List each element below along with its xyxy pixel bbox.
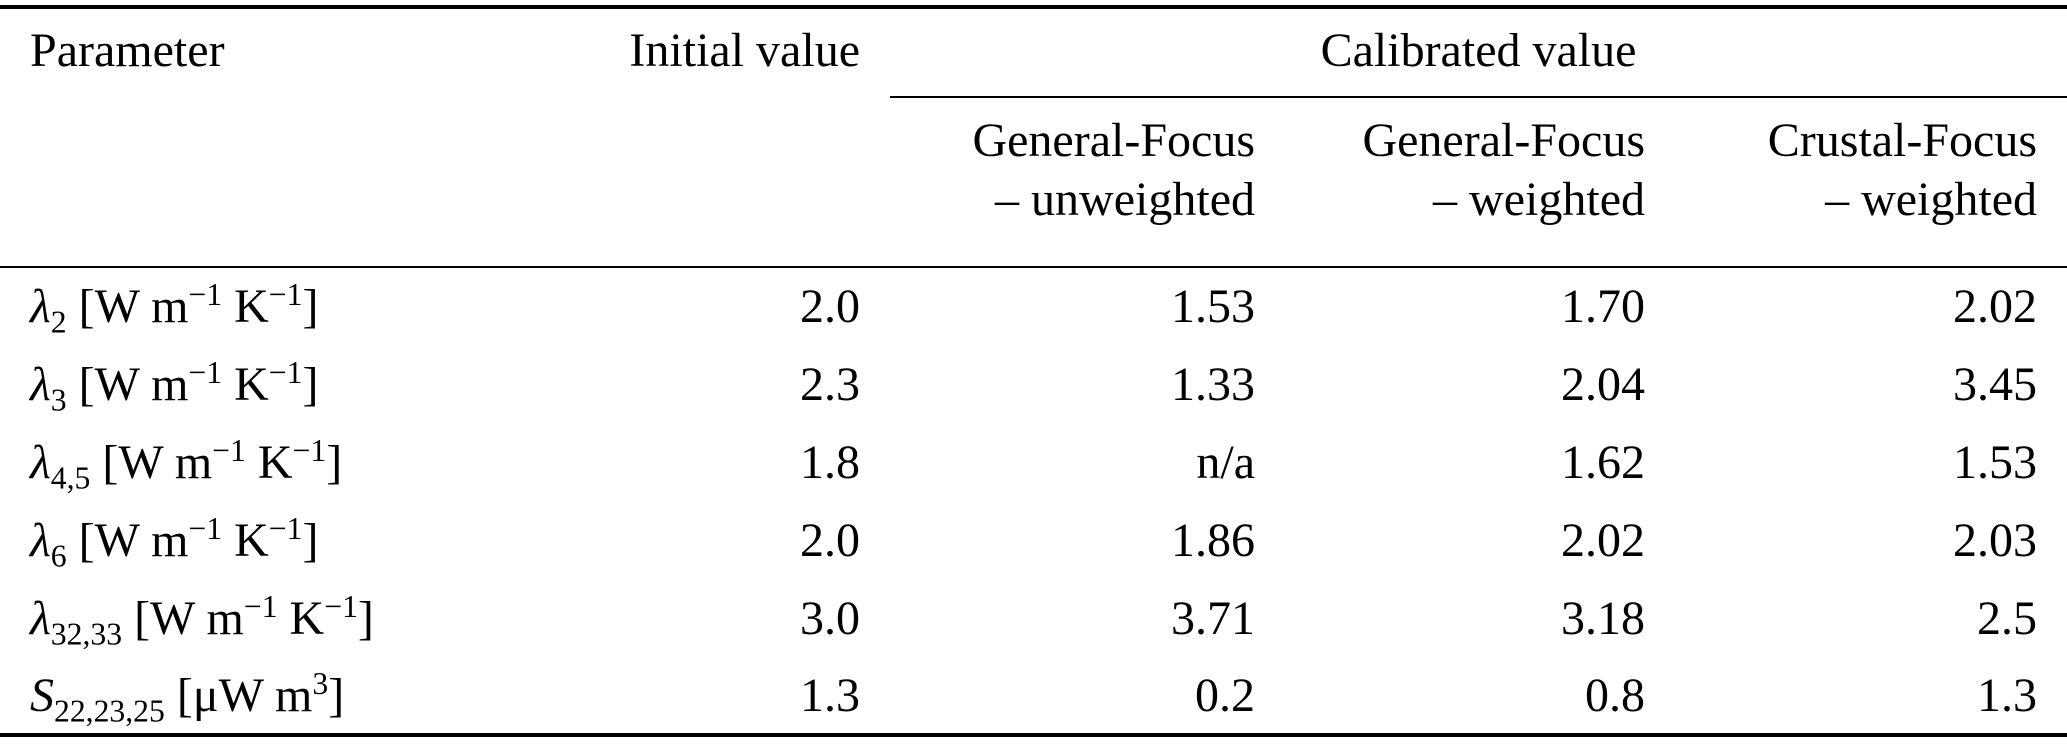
header-row-top: Parameter Initial value Calibrated value xyxy=(0,7,2067,98)
parameter-cell: λ2 [W m−1 K−1] xyxy=(30,277,319,340)
subcol-name-line: General-Focus xyxy=(1362,114,1645,167)
parameter-cell: λ4,5 [W m−1 K−1] xyxy=(30,432,343,496)
table-row: λ6 [W m−1 K−1] 2.0 1.86 2.02 2.03 xyxy=(0,501,2067,579)
crustal-weighted-cell: 2.5 xyxy=(1977,591,2038,645)
subcol-variant-line: – unweighted xyxy=(995,172,1255,226)
subcol-header-general-unweighted: General-Focus – unweighted xyxy=(890,97,1285,268)
subcol-variant-line: – weighted xyxy=(1825,172,2038,226)
general-weighted-cell: 0.8 xyxy=(1585,668,1645,722)
header-row-subcolumns: General-Focus – unweighted General-Focus… xyxy=(0,97,2067,268)
table-row: S22,23,25 [μW m3] 1.3 0.2 0.8 1.3 xyxy=(0,657,2067,735)
empty-header-cell xyxy=(470,97,890,268)
general-weighted-cell: 2.04 xyxy=(1561,357,1645,411)
col-header-parameter: Parameter xyxy=(30,24,225,77)
general-unweighted-cell: 0.2 xyxy=(1195,668,1255,722)
initial-value-cell: 3.0 xyxy=(800,591,860,645)
initial-value-cell: 2.3 xyxy=(800,357,860,411)
table-row: λ3 [W m−1 K−1] 2.3 1.33 2.04 3.45 xyxy=(0,345,2067,423)
initial-value-cell: 2.0 xyxy=(800,513,860,567)
col-header-initial-value: Initial value xyxy=(629,24,860,77)
subcol-name-line: Crustal-Focus xyxy=(1767,114,2038,167)
table-row: λ2 [W m−1 K−1] 2.0 1.53 1.70 2.02 xyxy=(0,267,2067,345)
crustal-weighted-cell: 2.03 xyxy=(1953,513,2038,567)
subcol-header-general-weighted: General-Focus – weighted xyxy=(1285,97,1675,268)
parameter-cell: S22,23,25 [μW m3] xyxy=(30,665,345,729)
general-unweighted-cell: 1.86 xyxy=(1171,513,1255,567)
general-weighted-cell: 3.18 xyxy=(1561,591,1645,645)
parameter-cell: λ32,33 [W m−1 K−1] xyxy=(30,588,374,652)
table-row: λ32,33 [W m−1 K−1] 3.0 3.71 3.18 2.5 xyxy=(0,579,2067,657)
general-unweighted-cell: n/a xyxy=(1196,435,1255,489)
crustal-weighted-cell: 1.53 xyxy=(1953,435,2038,489)
initial-value-cell: 2.0 xyxy=(800,280,860,333)
empty-header-cell xyxy=(0,97,470,268)
crustal-weighted-cell: 1.3 xyxy=(1977,668,2038,722)
general-weighted-cell: 1.62 xyxy=(1561,435,1645,489)
crustal-weighted-cell: 2.02 xyxy=(1953,280,2038,333)
subcol-header-crustal-weighted: Crustal-Focus – weighted xyxy=(1675,97,2067,268)
general-weighted-cell: 1.70 xyxy=(1561,280,1645,333)
subcol-variant-line: – weighted xyxy=(1433,172,1645,226)
parameter-cell: λ6 [W m−1 K−1] xyxy=(30,510,319,574)
general-weighted-cell: 2.02 xyxy=(1561,513,1645,567)
calibration-parameters-table: Parameter Initial value Calibrated value… xyxy=(0,5,2067,737)
general-unweighted-cell: 3.71 xyxy=(1171,591,1255,645)
parameter-cell: λ3 [W m−1 K−1] xyxy=(30,354,319,418)
table-row: λ4,5 [W m−1 K−1] 1.8 n/a 1.62 1.53 xyxy=(0,423,2067,501)
initial-value-cell: 1.8 xyxy=(800,435,860,489)
general-unweighted-cell: 1.33 xyxy=(1171,357,1255,411)
col-header-calibrated-value: Calibrated value xyxy=(890,7,2067,98)
initial-value-cell: 1.3 xyxy=(800,668,860,722)
subcol-name-line: General-Focus xyxy=(972,114,1255,167)
general-unweighted-cell: 1.53 xyxy=(1171,280,1255,333)
crustal-weighted-cell: 3.45 xyxy=(1953,357,2038,411)
